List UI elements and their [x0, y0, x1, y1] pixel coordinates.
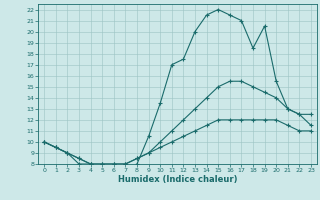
X-axis label: Humidex (Indice chaleur): Humidex (Indice chaleur) [118, 175, 237, 184]
